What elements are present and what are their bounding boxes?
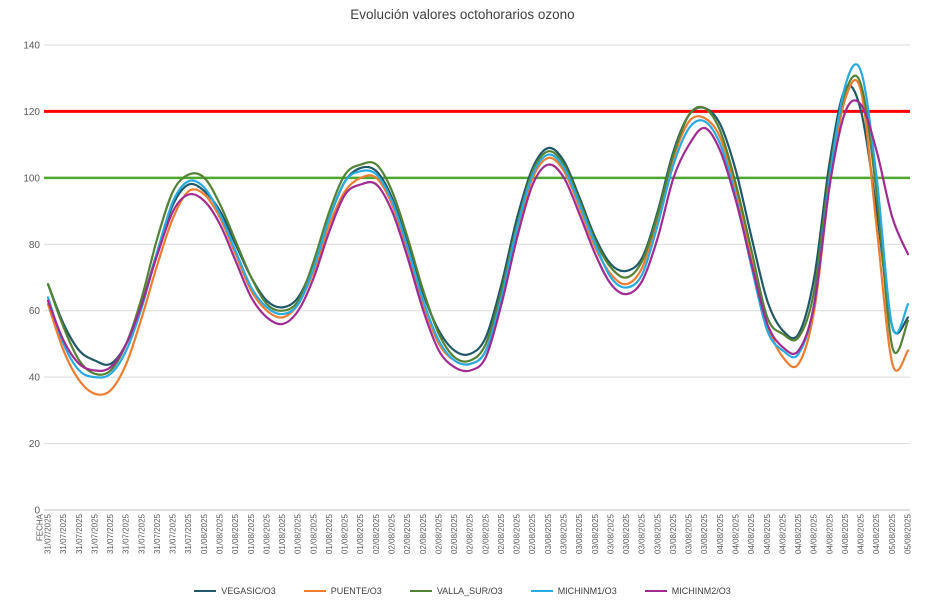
y-tick-label: 0 [34, 506, 40, 517]
legend-label: VEGASIC/O3 [221, 586, 276, 596]
legend-label: MICHINM2/O3 [671, 586, 731, 596]
x-tick-label: 02/08/2025 [513, 513, 522, 554]
x-tick-label: 02/08/2025 [497, 513, 506, 554]
x-tick-label: 02/08/2025 [388, 513, 397, 554]
legend-item: PUENTE/O3 [303, 586, 382, 596]
x-tick-label: 31/07/2025 [169, 513, 178, 554]
legend-marker [409, 589, 432, 593]
x-tick-label: 05/08/2025 [888, 513, 897, 554]
x-tick-label: 03/08/2025 [544, 513, 553, 554]
legend-marker [303, 589, 326, 593]
series-line [46, 74, 910, 376]
series-line [46, 63, 910, 379]
y-tick-label: 120 [23, 107, 40, 118]
x-tick-label: 31/07/2025 [106, 513, 115, 554]
x-tick-label: 04/08/2025 [716, 513, 725, 554]
x-tick-label: 03/08/2025 [638, 513, 647, 554]
y-tick-label: 40 [29, 373, 41, 384]
x-tick-label: 03/08/2025 [669, 513, 678, 554]
x-tick-label: 04/08/2025 [778, 513, 787, 554]
x-tick-label: 01/08/2025 [262, 513, 271, 554]
plot-svg: 0 20 40 60 80 100 120 140 31/07/2025 31/07/2025 31… [23, 41, 913, 555]
x-tick-label: 31/07/2025 [59, 513, 68, 554]
y-tick-label: 20 [29, 439, 41, 450]
x-tick-label: 02/08/2025 [403, 513, 412, 554]
x-tick-label: 02/08/2025 [372, 513, 381, 554]
legend-item: VALLA_SUR/O3 [409, 586, 503, 596]
x-tick-label: 01/08/2025 [247, 513, 256, 554]
x-tick-label: 01/08/2025 [294, 513, 303, 554]
x-tick-label: 31/07/2025 [122, 513, 131, 554]
y-tick-label: 140 [23, 41, 40, 52]
x-tick-label: 02/08/2025 [419, 513, 428, 554]
legend-label: VALLA_SUR/O3 [436, 586, 503, 596]
legend-label: MICHINM1/O3 [557, 586, 617, 596]
x-tick-label: 01/08/2025 [278, 513, 287, 554]
x-tick-label: 03/08/2025 [591, 513, 600, 554]
x-tick-label: 01/08/2025 [309, 513, 318, 554]
x-tick-label: 03/08/2025 [575, 513, 584, 554]
legend-item: MICHINM1/O3 [530, 586, 617, 596]
x-tick-label: 01/08/2025 [341, 513, 350, 554]
x-tick-label: 03/08/2025 [685, 513, 694, 554]
y-tick-label: 60 [29, 306, 41, 317]
x-tick-label: 01/08/2025 [200, 513, 209, 554]
legend: VEGASIC/O3 PUENTE/O3 VALLA_SUR/O3 MICHINM1/… [0, 586, 925, 596]
x-tick-label: 31/07/2025 [44, 513, 53, 554]
legend-item: VEGASIC/O3 [194, 586, 276, 596]
legend-marker [644, 589, 667, 593]
series-line [46, 84, 910, 366]
legend-label: PUENTE/O3 [330, 586, 382, 596]
legend-marker [530, 589, 553, 593]
x-tick-label: 01/08/2025 [325, 513, 334, 554]
x-tick-label: 03/08/2025 [622, 513, 631, 554]
x-tick-label: 05/08/2025 [904, 513, 913, 554]
x-tick-label: 04/08/2025 [732, 513, 741, 554]
x-tick-label: 04/08/2025 [857, 513, 866, 554]
x-tick-label: 02/08/2025 [528, 513, 537, 554]
x-axis-title: FECHA [36, 513, 45, 541]
x-tick-label: 03/08/2025 [560, 513, 569, 554]
chart-title: Evolución valores octohorarios ozono [350, 7, 575, 22]
series-line [46, 99, 910, 373]
x-tick-label: 31/07/2025 [153, 513, 162, 554]
x-tick-label: 04/08/2025 [841, 513, 850, 554]
x-tick-label: 04/08/2025 [747, 513, 756, 554]
x-tick-label: 01/08/2025 [231, 513, 240, 554]
legend-item: MICHINM2/O3 [644, 586, 731, 596]
x-tick-label: 31/07/2025 [184, 513, 193, 554]
x-tick-label: 31/07/2025 [75, 513, 84, 554]
x-tick-label: 04/08/2025 [872, 513, 881, 554]
legend-marker [194, 589, 217, 593]
x-tick-label: 02/08/2025 [481, 513, 490, 554]
x-tick-label: 31/07/2025 [137, 513, 146, 554]
x-tick-label: 03/08/2025 [606, 513, 615, 554]
x-tick-label: 04/08/2025 [810, 513, 819, 554]
y-tick-label: 100 [23, 173, 40, 184]
x-tick-label: 03/08/2025 [653, 513, 662, 554]
x-tick-label: 31/07/2025 [90, 513, 99, 554]
x-tick-label: 02/08/2025 [450, 513, 459, 554]
x-tick-label: 04/08/2025 [825, 513, 834, 554]
x-tick-label: 01/08/2025 [216, 513, 225, 554]
x-tick-label: 04/08/2025 [794, 513, 803, 554]
y-tick-label: 80 [29, 240, 41, 251]
x-tick-label: 02/08/2025 [466, 513, 475, 554]
x-tick-label: 04/08/2025 [763, 513, 772, 554]
x-tick-label: 01/08/2025 [356, 513, 365, 554]
x-tick-label: 03/08/2025 [700, 513, 709, 554]
x-tick-label: 02/08/2025 [434, 513, 443, 554]
